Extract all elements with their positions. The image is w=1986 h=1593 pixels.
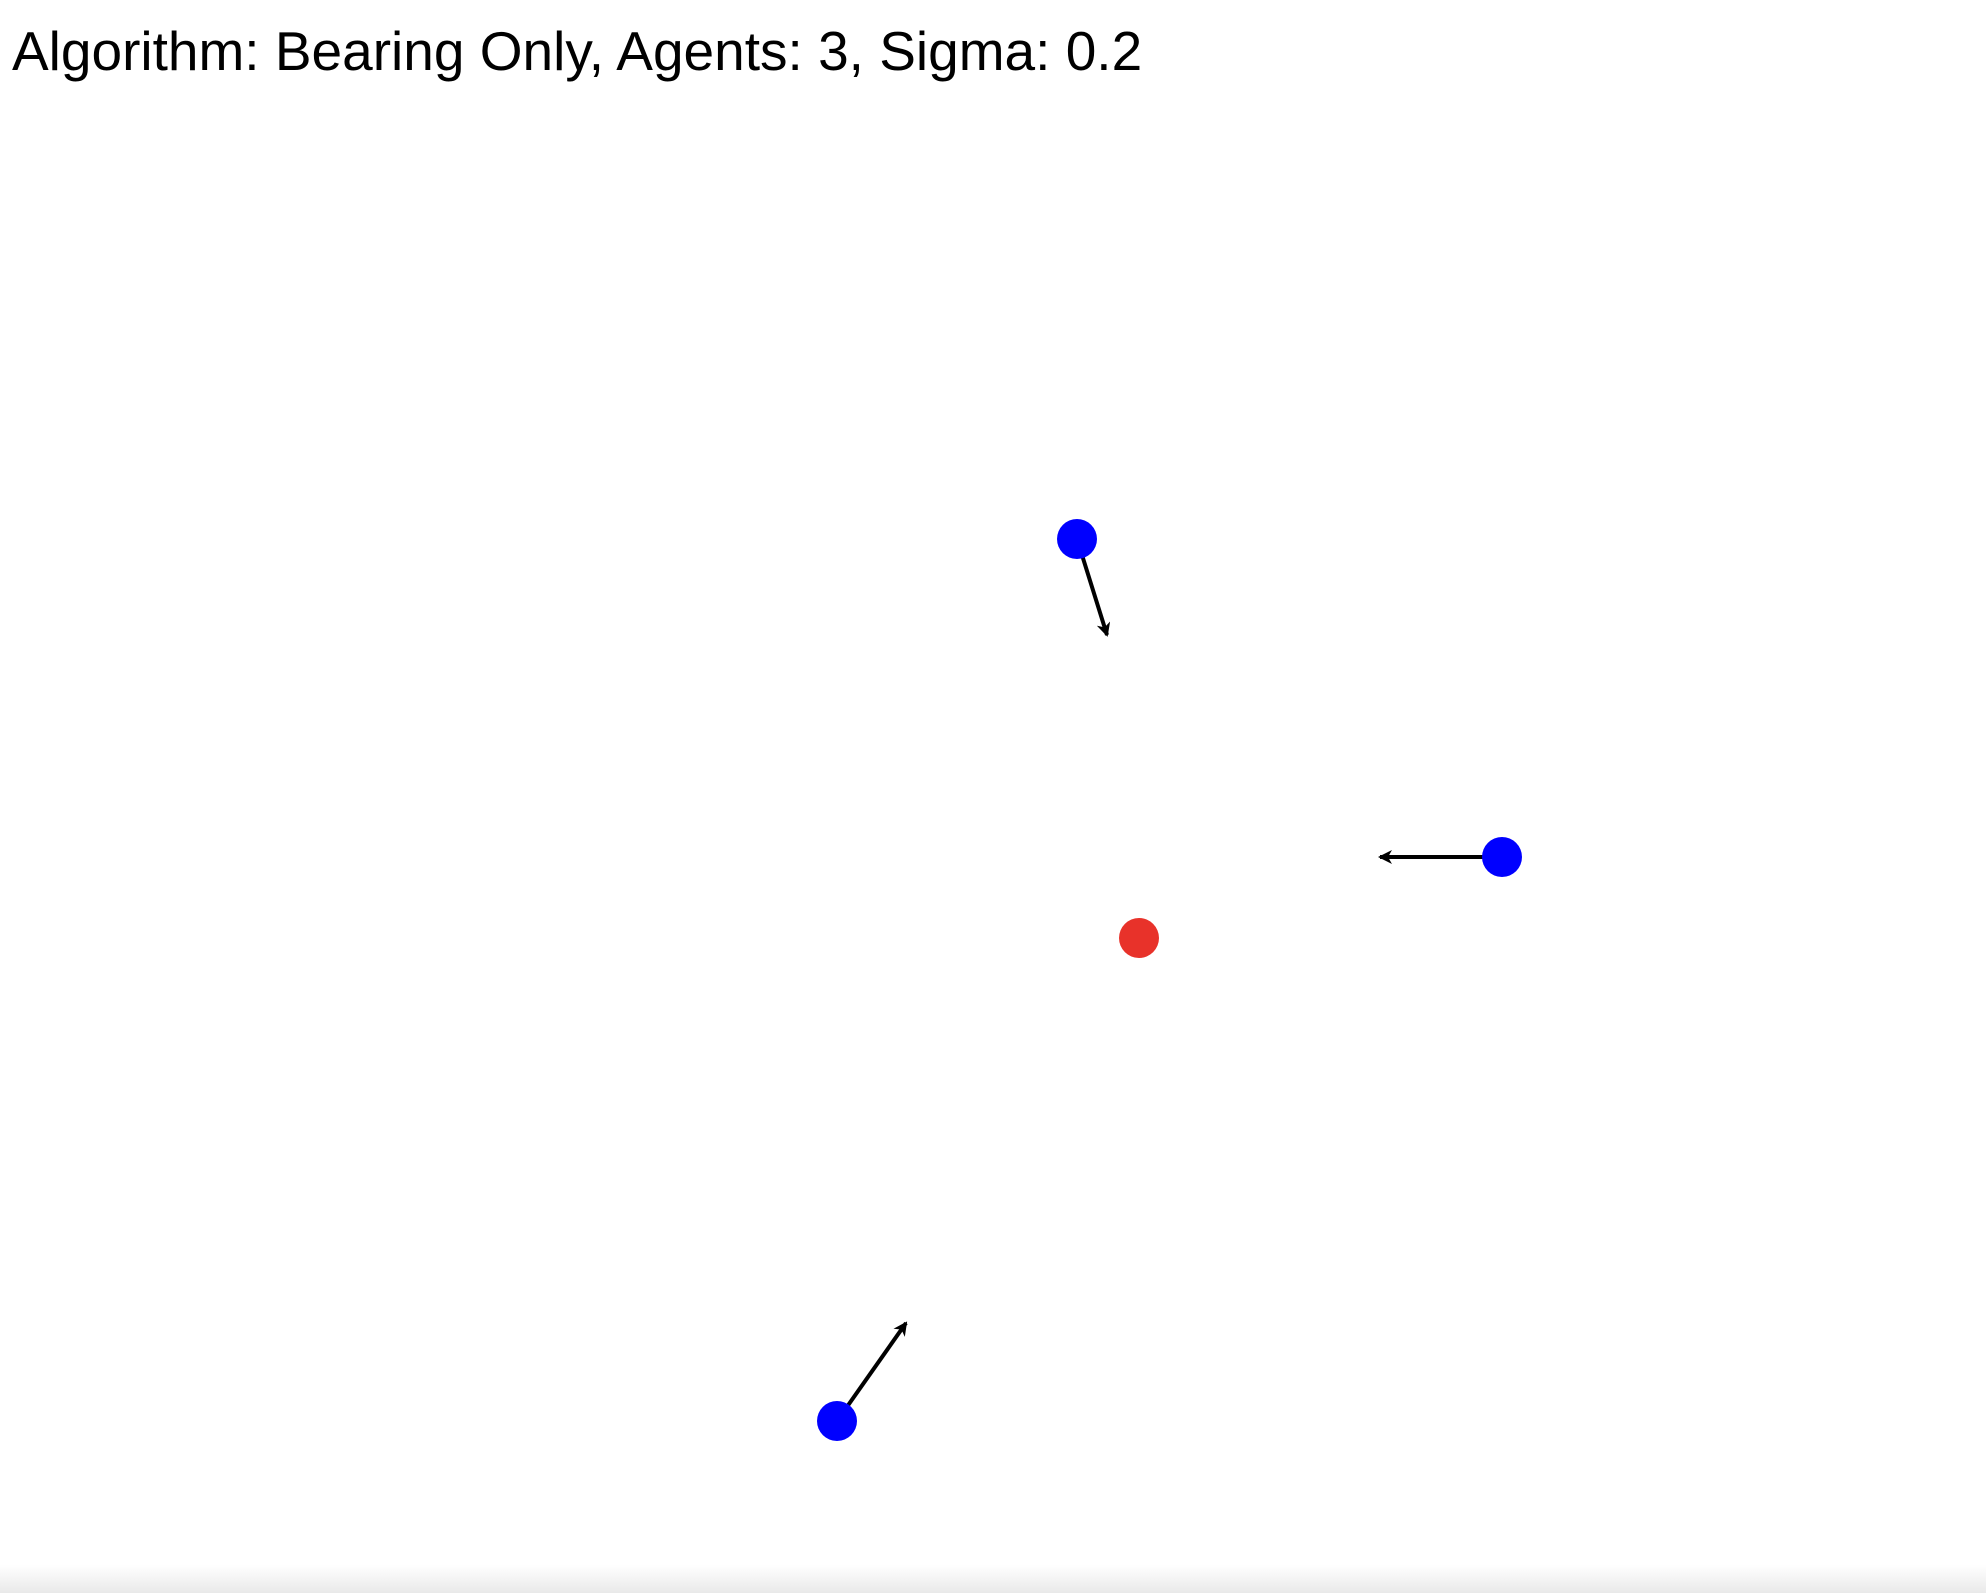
sigma-label: Sigma: [879,20,1051,82]
agent-blue-dot-icon [1482,837,1522,877]
agents-value: 3 [818,20,849,82]
sigma-value: 0.2 [1065,20,1143,82]
target-red-dot-icon [1119,918,1159,958]
algorithm-value: Bearing Only [274,20,589,82]
agents-label: Agents: [616,20,803,82]
agent-blue-dot-icon [817,1401,857,1441]
separator: , [848,20,880,82]
separator: , [588,20,617,82]
window-bottom-edge [0,1565,1986,1593]
status-line: Algorithm: Bearing Only, Agents: 3, Sigm… [12,16,1142,86]
algorithm-label: Algorithm: [12,20,260,82]
agent-blue-dot-icon [1057,519,1097,559]
